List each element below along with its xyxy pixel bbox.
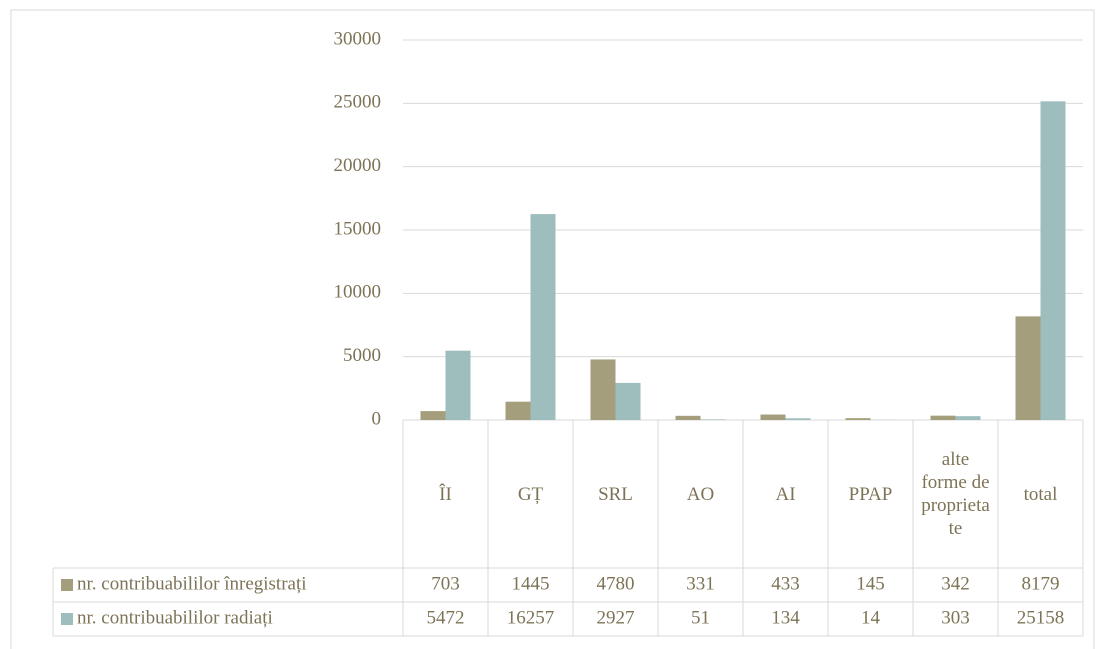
bar: [1015, 316, 1041, 420]
table-value: 331: [686, 573, 715, 594]
table-value: 4780: [597, 573, 635, 594]
table-value: 25158: [1017, 607, 1065, 628]
x-tick-label: AO: [686, 483, 715, 505]
y-tick-label: 15000: [334, 218, 382, 239]
bar: [845, 418, 871, 420]
y-tick-label: 25000: [334, 92, 382, 113]
bar: [420, 411, 446, 420]
table-value: 5472: [427, 607, 465, 628]
x-tick-label: total: [1023, 483, 1058, 505]
x-tick-label: ÎI: [439, 483, 452, 505]
y-tick-label: 0: [372, 408, 382, 429]
bar: [615, 382, 641, 420]
x-tick-label: GȚ: [517, 483, 544, 505]
bar: [955, 416, 981, 420]
bar: [760, 414, 786, 420]
table-value: 2927: [597, 607, 635, 628]
y-tick-label: 5000: [343, 345, 381, 366]
table-value: 433: [771, 573, 800, 594]
x-tick-label: AI: [775, 483, 796, 505]
bar: [505, 401, 531, 420]
y-tick-label: 30000: [334, 28, 382, 49]
bar: [1040, 101, 1066, 420]
table-value: 134: [771, 607, 800, 628]
table-value: 16257: [507, 607, 555, 628]
bar: [930, 415, 956, 420]
y-tick-label: 10000: [334, 282, 382, 303]
table-value: 303: [941, 607, 970, 628]
legend-swatch: [61, 579, 73, 591]
legend-label: nr. contribuabililor radiați: [77, 607, 273, 628]
x-tick-label: alte forme de proprietate: [921, 449, 990, 539]
bar: [445, 350, 471, 420]
table-value: 145: [856, 573, 885, 594]
table-value: 8179: [1022, 573, 1060, 594]
table-value: 703: [431, 573, 460, 594]
legend-label: nr. contribuabililor înregistrați: [77, 573, 307, 594]
table-value: 51: [691, 607, 710, 628]
chart-frame: [10, 9, 1095, 649]
legend-swatch: [61, 613, 73, 625]
bar: [590, 359, 616, 420]
bar: [785, 418, 811, 420]
table-value: 342: [941, 573, 970, 594]
bar: [530, 214, 556, 420]
y-tick-label: 20000: [334, 155, 382, 176]
x-tick-label: SRL: [598, 483, 633, 505]
table-value: 1445: [512, 573, 550, 594]
x-tick-label: PPAP: [848, 483, 893, 505]
bar: [675, 415, 701, 420]
table-value: 14: [861, 607, 881, 628]
bar: [700, 419, 726, 420]
